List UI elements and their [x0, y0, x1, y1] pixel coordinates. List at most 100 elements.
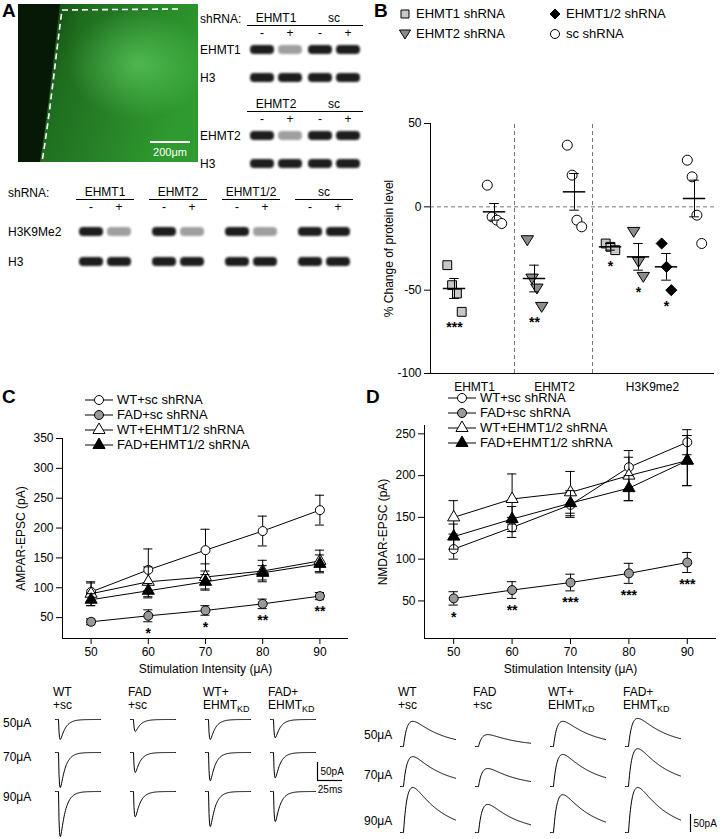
- html-text:FAD+EHMT1/2 shRNA: FAD+EHMT1/2 shRNA: [117, 437, 250, 452]
- html-text:EHMTKD: EHMTKD: [623, 698, 670, 715]
- html-text:FAD+EHMT1/2 shRNA: FAD+EHMT1/2 shRNA: [480, 435, 613, 450]
- html-text:A: A: [2, 0, 16, 21]
- html-text:WT+: WT+: [203, 685, 229, 699]
- svg-text:*: *: [636, 284, 642, 300]
- svg-text:100: 100: [395, 552, 415, 566]
- svg-text:60: 60: [142, 645, 156, 659]
- html-text:EHMT1/2: EHMT1/2: [225, 185, 277, 199]
- html-text:H3: H3: [8, 255, 24, 269]
- html-text:FAD+sc shRNA: FAD+sc shRNA: [480, 405, 571, 420]
- html-text:EHMTKD: EHMTKD: [203, 698, 250, 715]
- html-text:WT: WT: [53, 685, 72, 699]
- svg-text:300: 300: [33, 461, 53, 475]
- html-text:WT+sc shRNA: WT+sc shRNA: [117, 392, 203, 407]
- svg-text:*: *: [451, 609, 457, 625]
- html-text:+sc: +sc: [398, 698, 417, 712]
- html-text:EHMT2 shRNA: EHMT2 shRNA: [416, 26, 505, 41]
- svg-text:AMPAR-EPSC (pA): AMPAR-EPSC (pA): [14, 486, 28, 590]
- svg-text:Stimulation Intensity (μA): Stimulation Intensity (μA): [504, 662, 638, 676]
- svg-text:-100: -100: [397, 366, 421, 380]
- html-text:WT+: WT+: [548, 685, 574, 699]
- html-text:FAD+: FAD+: [268, 685, 299, 699]
- svg-text:*: *: [608, 258, 614, 274]
- html-text:+sc: +sc: [128, 698, 147, 712]
- svg-text:90: 90: [681, 645, 695, 659]
- svg-text:0: 0: [415, 200, 422, 214]
- svg-text:250: 250: [395, 427, 415, 441]
- html-text:EHMT1: EHMT1: [255, 11, 297, 25]
- svg-text:150: 150: [395, 510, 415, 524]
- html-text:50μA: 50μA: [3, 716, 32, 730]
- svg-text:-50: -50: [404, 283, 422, 297]
- html-text:EHMT2: EHMT2: [157, 185, 199, 199]
- svg-text:50pA: 50pA: [694, 818, 718, 829]
- svg-text:50: 50: [40, 610, 54, 624]
- html-text:+sc: +sc: [53, 698, 72, 712]
- svg-text:250: 250: [33, 491, 53, 505]
- svg-text:100: 100: [33, 581, 53, 595]
- svg-text:25ms: 25ms: [318, 784, 342, 795]
- svg-text:90: 90: [313, 645, 327, 659]
- svg-text:Stimulation Intensity (μA): Stimulation Intensity (μA): [139, 662, 273, 676]
- svg-text:***: ***: [562, 594, 579, 610]
- svg-text:**: **: [314, 603, 325, 619]
- svg-text:200μm: 200μm: [153, 146, 187, 158]
- html-text:EHMT1: EHMT1: [84, 185, 126, 199]
- svg-text:70: 70: [564, 645, 578, 659]
- html-text:FAD+: FAD+: [623, 685, 654, 699]
- html-text:shRNA:: shRNA:: [200, 12, 242, 26]
- svg-text:H3K9me2: H3K9me2: [626, 380, 680, 394]
- html-text:H3: H3: [200, 157, 216, 171]
- svg-text:***: ***: [446, 319, 463, 335]
- html-text:WT+EHMT1/2 shRNA: WT+EHMT1/2 shRNA: [117, 422, 245, 437]
- svg-text:50: 50: [402, 594, 416, 608]
- html-text:EHMT1: EHMT1: [200, 43, 241, 57]
- svg-text:**: **: [507, 602, 518, 618]
- html-text:WT+EHMT1/2 shRNA: WT+EHMT1/2 shRNA: [480, 420, 608, 435]
- svg-text:**: **: [529, 314, 540, 330]
- svg-text:70: 70: [199, 645, 213, 659]
- html-text:D: D: [366, 386, 380, 407]
- html-text:WT+sc shRNA: WT+sc shRNA: [480, 390, 566, 405]
- svg-text:150: 150: [33, 551, 53, 565]
- html-text:WT: WT: [398, 685, 417, 699]
- html-text:H3K9Me2: H3K9Me2: [8, 225, 62, 239]
- svg-text:50: 50: [84, 645, 98, 659]
- svg-text:50: 50: [408, 116, 422, 130]
- svg-text:50: 50: [447, 645, 461, 659]
- html-text:B: B: [374, 0, 388, 21]
- html-text:EHMT1 shRNA: EHMT1 shRNA: [416, 6, 505, 21]
- svg-text:EHMT2: EHMT2: [534, 380, 575, 394]
- svg-text:200: 200: [395, 468, 415, 482]
- html-text:70μA: 70μA: [3, 750, 32, 764]
- svg-text:*: *: [146, 625, 152, 641]
- svg-text:50pA: 50pA: [321, 766, 345, 777]
- html-text:C: C: [2, 386, 16, 407]
- html-text:90μA: 90μA: [3, 790, 32, 804]
- html-text:EHMTKD: EHMTKD: [268, 698, 315, 715]
- html-text:+sc: +sc: [473, 698, 492, 712]
- html-text:sc shRNA: sc shRNA: [566, 26, 624, 41]
- html-text:EHMT2: EHMT2: [200, 129, 241, 143]
- html-text:EHMT2: EHMT2: [255, 97, 297, 111]
- html-text:EHMTKD: EHMTKD: [548, 698, 595, 715]
- html-text:H3: H3: [200, 71, 216, 85]
- svg-text:**: **: [257, 612, 268, 628]
- svg-text:*: *: [664, 298, 670, 314]
- svg-text:80: 80: [256, 645, 270, 659]
- svg-text:80: 80: [622, 645, 636, 659]
- svg-text:200: 200: [33, 521, 53, 535]
- html-text:FAD: FAD: [473, 685, 497, 699]
- svg-text:*: *: [203, 619, 209, 635]
- html-text:EHMT1/2 shRNA: EHMT1/2 shRNA: [566, 6, 666, 21]
- svg-text:***: ***: [621, 587, 638, 603]
- svg-text:EHMT1: EHMT1: [454, 380, 495, 394]
- svg-text:% Change of protein level: % Change of protein level: [382, 180, 396, 317]
- html-text:FAD: FAD: [128, 685, 152, 699]
- html-text:FAD+sc shRNA: FAD+sc shRNA: [117, 407, 208, 422]
- svg-text:NMDAR-EPSC (pA): NMDAR-EPSC (pA): [376, 479, 390, 586]
- svg-text:***: ***: [679, 576, 696, 592]
- svg-text:350: 350: [33, 431, 53, 445]
- html-text:shRNA:: shRNA:: [8, 186, 50, 200]
- svg-text:60: 60: [505, 645, 519, 659]
